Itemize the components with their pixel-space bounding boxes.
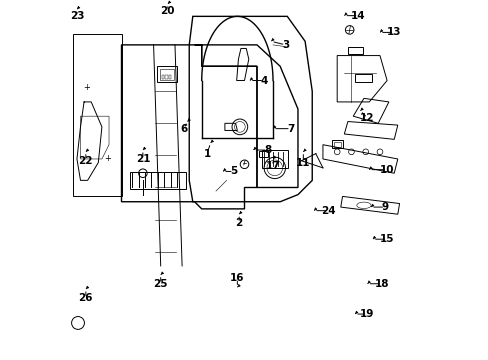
Text: +: + [103, 154, 110, 163]
Text: 13: 13 [386, 27, 401, 37]
Bar [331, 140, 343, 148]
Text: 21: 21 [135, 154, 150, 164]
Text: 9: 9 [381, 202, 388, 212]
Text: 26: 26 [79, 293, 93, 303]
Bar [333, 142, 341, 147]
Text: 16: 16 [230, 273, 244, 283]
Bar [162, 75, 164, 79]
Text: 25: 25 [153, 279, 167, 289]
Text: 10: 10 [379, 165, 393, 175]
Text: 2: 2 [235, 218, 242, 228]
Text: 6: 6 [180, 123, 187, 134]
Text: 17: 17 [265, 161, 280, 171]
Bar [354, 75, 371, 82]
Text: 14: 14 [350, 11, 365, 21]
Bar [159, 69, 174, 80]
Text: 18: 18 [374, 279, 388, 289]
Text: 8: 8 [264, 145, 271, 155]
Bar [165, 75, 167, 79]
Bar [347, 48, 362, 54]
Text: 19: 19 [360, 309, 374, 319]
Bar [130, 172, 185, 189]
Text: 4: 4 [260, 76, 267, 86]
Text: 3: 3 [281, 40, 288, 50]
Bar [168, 75, 171, 79]
Text: 22: 22 [79, 156, 93, 166]
Text: 20: 20 [160, 6, 175, 16]
Text: 15: 15 [379, 234, 393, 244]
Bar [262, 150, 288, 167]
Text: 24: 24 [320, 206, 335, 216]
Text: +: + [83, 83, 90, 92]
Bar [258, 152, 267, 157]
Text: 7: 7 [286, 123, 294, 134]
Bar [157, 66, 176, 82]
Text: 11: 11 [295, 158, 310, 167]
Text: 5: 5 [230, 166, 237, 176]
Text: 1: 1 [203, 149, 210, 159]
Text: 23: 23 [70, 12, 84, 21]
Text: 12: 12 [360, 113, 374, 123]
